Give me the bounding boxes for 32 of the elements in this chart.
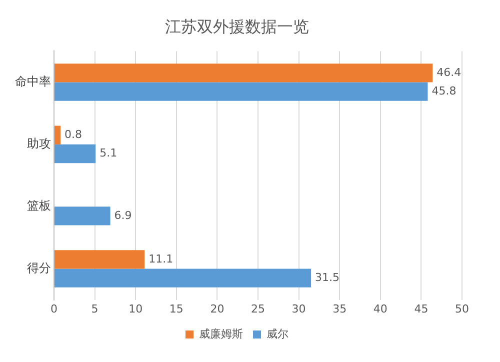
data-label: 6.9 [114,208,132,222]
bar [54,64,433,82]
data-label: 5.1 [100,146,118,160]
bar [54,144,96,164]
legend-label: 威尔 [266,327,288,340]
x-tick-label: 0 [50,302,58,316]
y-tick-label: 篮板 [27,198,51,213]
x-tick-label: 15 [169,302,184,316]
data-label: 31.5 [315,270,340,284]
x-tick-label: 45 [414,302,428,316]
bar [54,126,61,144]
bar [54,206,110,226]
x-tick-label: 20 [210,302,224,316]
x-tick-label: 35 [332,302,347,316]
x-tick-label: 40 [373,302,388,316]
bar [54,82,428,101]
chart-title: 江苏双外援数据一览 [165,16,309,36]
data-label: 0.8 [64,128,82,141]
x-tick-label: 10 [128,302,143,316]
data-label: 46.4 [436,66,462,79]
data-label: 45.8 [432,84,456,98]
data-label: 11.1 [148,252,174,266]
bar [54,268,312,288]
legend-label: 威廉姆斯 [199,327,243,340]
x-tick-label: 5 [91,302,98,316]
x-tick-label: 25 [251,302,265,316]
y-tick-label: 得分 [27,260,51,275]
y-tick-label: 助攻 [27,136,51,151]
bar [54,250,145,269]
y-tick-label: 命中率 [15,74,51,88]
x-tick-label: 30 [292,302,306,316]
x-tick-label: 50 [455,302,469,316]
